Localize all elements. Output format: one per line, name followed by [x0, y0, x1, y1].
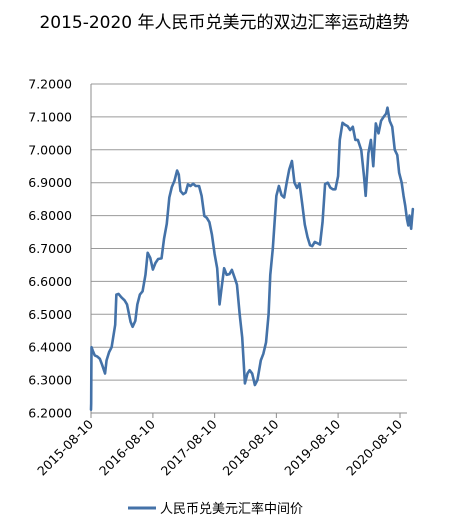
y-tick-label: 6.5000	[28, 307, 72, 322]
y-tick-label: 7.1000	[28, 109, 72, 124]
y-tick-label: 6.8000	[28, 208, 72, 223]
legend: 人民币兑美元汇率中间价	[128, 501, 303, 517]
x-tick-label: 2015-08-10	[34, 416, 96, 478]
y-tick-label: 6.6000	[28, 274, 72, 289]
x-tick-label: 2018-08-10	[220, 416, 282, 478]
chart-title: 2015-2020 年人民币兑美元的双边汇率运动趋势	[39, 13, 410, 33]
x-tick-label: 2017-08-10	[158, 416, 220, 478]
y-tick-label: 7.2000	[28, 77, 72, 92]
x-tick-label: 2019-08-10	[281, 416, 343, 478]
gridlines	[91, 83, 407, 381]
legend-label: 人民币兑美元汇率中间价	[160, 501, 303, 517]
y-tick-label: 6.9000	[28, 175, 72, 190]
y-tick-label: 6.4000	[28, 340, 72, 355]
series-line	[89, 106, 415, 412]
y-tick-label: 7.0000	[28, 142, 72, 157]
y-tick-label: 6.3000	[28, 373, 72, 388]
x-tick-label: 2020-08-10	[343, 416, 405, 478]
y-tick-label: 6.7000	[28, 241, 72, 256]
y-tick-labels: 7.2000 7.1000 7.0000 6.9000 6.8000 6.7000 6.60…	[28, 77, 72, 421]
x-tick-labels: 2015-08-10 2016-08-10 2017-08-10 2018-08-10…	[34, 413, 405, 478]
y-tick-label: 6.2000	[28, 406, 72, 421]
x-tick-label: 2016-08-10	[96, 416, 158, 478]
